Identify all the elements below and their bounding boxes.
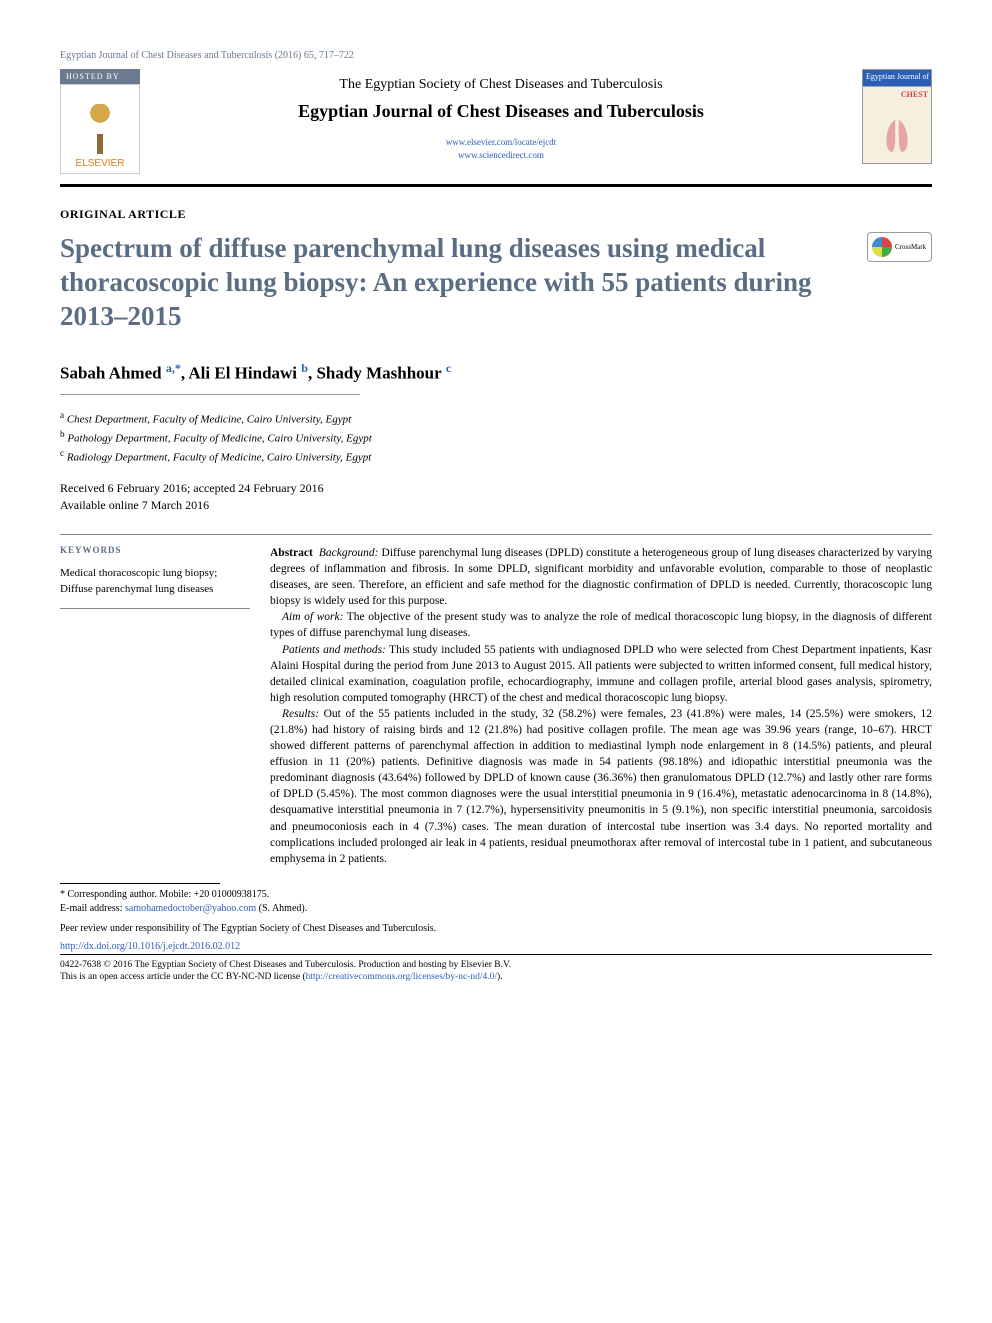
society-name: The Egyptian Society of Chest Diseases a… [155, 77, 847, 93]
corresponding-author: * Corresponding author. Mobile: +20 0100… [60, 888, 932, 916]
cover-chest-text: CHEST [901, 90, 928, 99]
hosted-by-badge: HOSTED BY [60, 69, 140, 84]
author-divider [60, 394, 360, 395]
keywords-box: KEYWORDS Medical thoracoscopic lung biop… [60, 534, 250, 609]
elsevier-text: ELSEVIER [76, 158, 125, 169]
article-dates: Received 6 February 2016; accepted 24 Fe… [60, 480, 932, 514]
cover-title-text: Egyptian Journal of [866, 72, 929, 81]
affiliation-a: a Chest Department, Faculty of Medicine,… [60, 409, 932, 428]
license-line: This is an open access article under the… [60, 971, 932, 983]
received-accepted: Received 6 February 2016; accepted 24 Fe… [60, 480, 932, 497]
peer-review-note: Peer review under responsibility of The … [60, 922, 932, 935]
article-type: ORIGINAL ARTICLE [60, 207, 932, 222]
journal-link-1[interactable]: www.elsevier.com/locate/ejcdt [155, 136, 847, 149]
license-link[interactable]: http://creativecommons.org/licenses/by-n… [306, 972, 497, 982]
doi-link[interactable]: http://dx.doi.org/10.1016/j.ejcdt.2016.0… [60, 941, 932, 952]
authors-list: Sabah Ahmed a,*, Ali El Hindawi b, Shady… [60, 361, 932, 384]
keywords-list: Medical thoracoscopic lung biopsy; Diffu… [60, 565, 240, 598]
article-title: Spectrum of diffuse parenchymal lung dis… [60, 232, 867, 333]
abstract-box: Abstract Background: Diffuse parenchymal… [250, 534, 932, 867]
email-link[interactable]: samohamedoctober@yahoo.com [125, 903, 256, 914]
crossmark-label: CrossMark [895, 243, 926, 251]
title-row: Spectrum of diffuse parenchymal lung dis… [60, 232, 932, 333]
abstract-results: Results: Out of the 55 patients included… [270, 706, 932, 867]
author-1: Sabah Ahmed [60, 364, 162, 383]
crossmark-badge[interactable]: CrossMark [867, 232, 932, 262]
content-row: KEYWORDS Medical thoracoscopic lung biop… [60, 534, 932, 867]
journal-links: www.elsevier.com/locate/ejcdt www.scienc… [155, 136, 847, 161]
bottom-divider [60, 954, 932, 955]
email-line: E-mail address: samohamedoctober@yahoo.c… [60, 902, 932, 916]
abstract-background: Abstract Background: Diffuse parenchymal… [270, 545, 932, 609]
crossmark-icon [872, 237, 892, 257]
keywords-heading: KEYWORDS [60, 545, 240, 555]
keyword-1: Medical thoracoscopic lung biopsy; [60, 565, 240, 582]
journal-cover-thumbnail[interactable]: Egyptian Journal of CHEST [862, 69, 932, 164]
affiliation-b: b Pathology Department, Faculty of Medic… [60, 428, 932, 447]
abstract-methods: Patients and methods: This study include… [270, 642, 932, 706]
abstract-aim: Aim of work: The objective of the presen… [270, 609, 932, 641]
journal-header: HOSTED BY ELSEVIER The Egyptian Society … [60, 69, 932, 187]
affiliation-c: c Radiology Department, Faculty of Medic… [60, 447, 932, 466]
footer-divider [60, 883, 220, 884]
header-center: The Egyptian Society of Chest Diseases a… [155, 69, 847, 174]
corresponding-line: * Corresponding author. Mobile: +20 0100… [60, 888, 932, 902]
elsevier-logo[interactable]: ELSEVIER [60, 84, 140, 174]
keyword-2: Diffuse parenchymal lung diseases [60, 581, 240, 598]
author-3-sup[interactable]: c [446, 361, 451, 375]
author-3: Shady Mashhour [316, 364, 441, 383]
author-1-sup[interactable]: a,* [166, 361, 181, 375]
publisher-column: HOSTED BY ELSEVIER [60, 69, 140, 174]
available-online: Available online 7 March 2016 [60, 497, 932, 514]
journal-link-2[interactable]: www.sciencedirect.com [155, 149, 847, 162]
journal-reference: Egyptian Journal of Chest Diseases and T… [60, 50, 932, 61]
copyright-block: 0422-7638 © 2016 The Egyptian Society of… [60, 959, 932, 984]
lung-icon [880, 115, 915, 155]
issn-copyright: 0422-7638 © 2016 The Egyptian Society of… [60, 959, 932, 971]
journal-name: Egyptian Journal of Chest Diseases and T… [155, 101, 847, 122]
author-2: Ali El Hindawi [188, 364, 297, 383]
affiliations: a Chest Department, Faculty of Medicine,… [60, 409, 932, 466]
elsevier-tree-icon [75, 104, 125, 154]
author-2-sup[interactable]: b [301, 361, 308, 375]
